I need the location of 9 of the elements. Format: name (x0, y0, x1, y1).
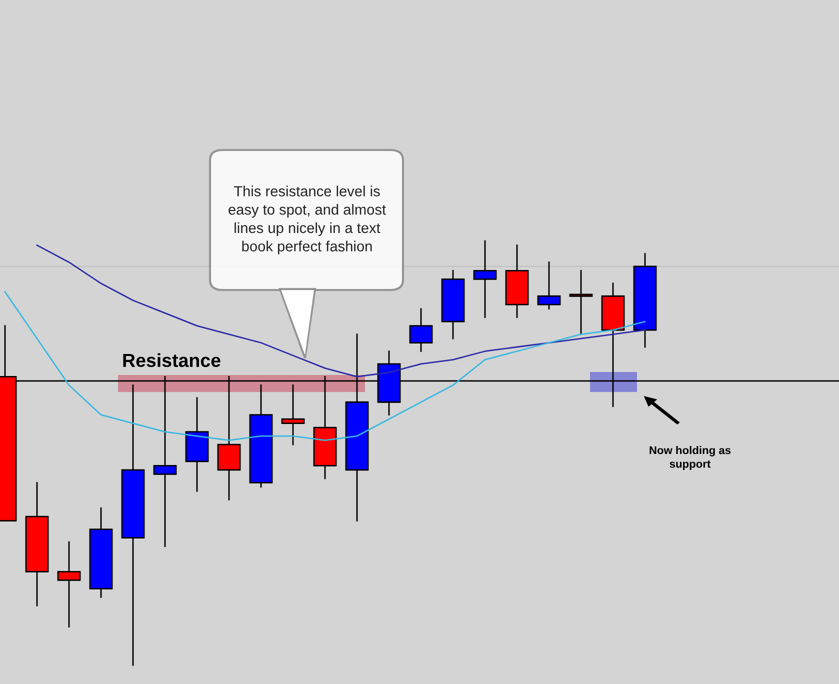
annotation: This resistance level is easy to spot, and almost lines up nicely in a text book perfect fashion (228, 186, 386, 254)
candlestick (537, 262, 561, 310)
candlestick (473, 240, 497, 318)
candlestick (281, 384, 305, 446)
candlestick (409, 308, 433, 352)
candlestick (57, 541, 81, 628)
candlestick (569, 270, 593, 335)
annotation: Now holding as support (650, 446, 731, 470)
annotation: Resistance (123, 353, 220, 368)
